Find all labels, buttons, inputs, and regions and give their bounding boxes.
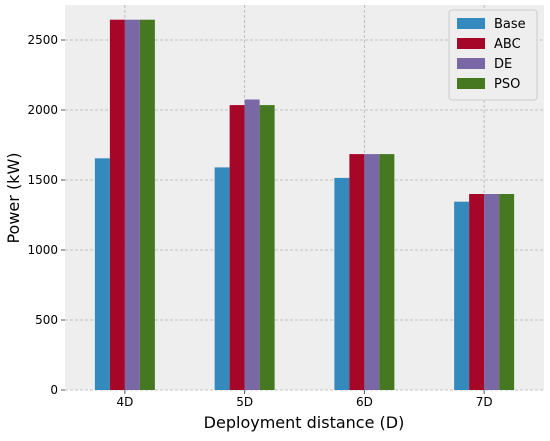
- y-tick-label: 500: [35, 313, 58, 327]
- x-tick-label: 4D: [116, 395, 133, 409]
- legend-swatch-abc: [457, 38, 485, 49]
- legend-label-pso: PSO: [494, 77, 520, 92]
- legend-box: [448, 9, 538, 101]
- y-tick-label: 1000: [27, 243, 58, 257]
- bar-de-7d: [484, 194, 500, 390]
- bar-base-4d: [94, 158, 110, 390]
- x-tick-label: 6D: [356, 395, 373, 409]
- bar-pso-5d: [259, 105, 275, 390]
- bar-de-5d: [244, 99, 260, 390]
- bar-abc-7d: [469, 194, 485, 390]
- bar-base-6d: [334, 177, 350, 390]
- x-tick-label: 5D: [236, 395, 253, 409]
- y-tick-label: 0: [50, 383, 58, 397]
- y-tick-label: 2500: [27, 33, 58, 47]
- bar-pso-4d: [139, 19, 155, 390]
- bars: [94, 19, 515, 390]
- legend-label-base: Base: [494, 17, 526, 32]
- bar-abc-6d: [349, 154, 365, 390]
- legend: Base ABC DE PSO: [448, 9, 538, 101]
- legend-label-abc: ABC: [494, 37, 521, 52]
- legend-label-de: DE: [494, 57, 512, 72]
- y-axis: 0 500 1000 1500 2000 2500: [27, 33, 65, 397]
- bar-base-5d: [214, 167, 230, 390]
- bar-abc-5d: [229, 105, 245, 390]
- y-tick-label: 2000: [27, 103, 58, 117]
- y-tick-label: 1500: [27, 173, 58, 187]
- bar-de-4d: [124, 19, 140, 390]
- y-axis-label: Power (kW): [4, 152, 23, 243]
- bar-abc-4d: [109, 19, 125, 390]
- legend-swatch-de: [457, 58, 485, 69]
- bar-base-7d: [454, 201, 470, 390]
- x-tick-label: 7D: [476, 395, 493, 409]
- legend-swatch-base: [457, 18, 485, 29]
- x-axis-label: Deployment distance (D): [204, 413, 405, 432]
- bar-pso-7d: [499, 194, 515, 390]
- x-axis: 4D 5D 6D 7D: [116, 390, 493, 409]
- legend-swatch-pso: [457, 78, 485, 89]
- bar-pso-6d: [379, 154, 395, 390]
- bar-de-6d: [364, 154, 380, 390]
